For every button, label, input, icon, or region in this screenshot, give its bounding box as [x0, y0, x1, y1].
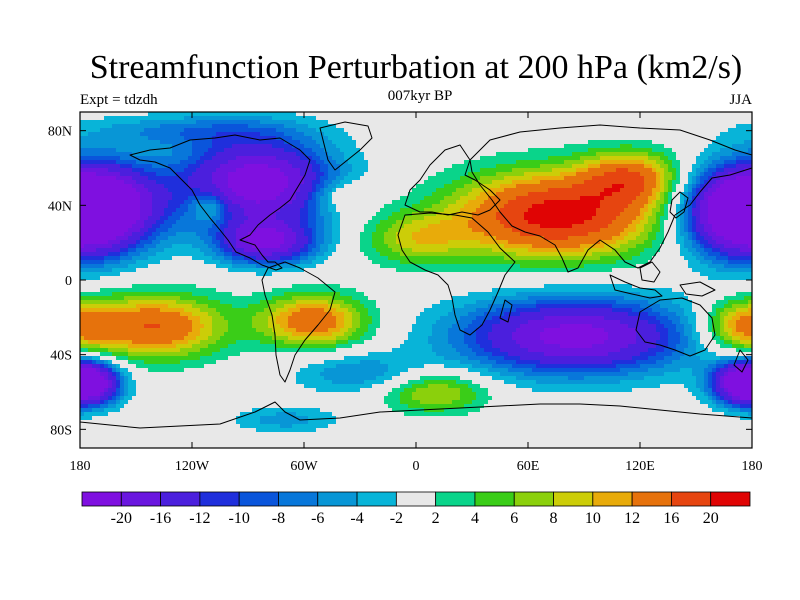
coastline-japan [669, 191, 689, 219]
colorbar-swatch [199, 491, 240, 507]
x-tick-label: 180 [70, 459, 91, 474]
colorbar-swatch [120, 491, 161, 507]
colorbar-swatch [474, 491, 515, 507]
colorbar-label: 2 [432, 510, 440, 527]
colorbar-swatch [631, 491, 672, 507]
colorbar-label: -16 [150, 510, 171, 527]
chart-title: Streamfunction Perturbation at 200 hPa (… [89, 49, 743, 86]
x-tick-label: 0 [413, 459, 420, 474]
coastline-africa [397, 212, 516, 336]
y-tick-label: 80N [48, 125, 72, 140]
colorbar-label: -10 [229, 510, 250, 527]
coastline-new-guinea [679, 281, 716, 297]
contour-field [80, 112, 752, 448]
y-tick-label: 40S [50, 349, 72, 364]
colorbar-swatch [356, 491, 397, 507]
coastline-australia [635, 297, 716, 357]
colorbar-label: -8 [272, 510, 285, 527]
colorbar-swatch [671, 491, 712, 507]
colorbar-label: 8 [550, 510, 558, 527]
colorbar-swatch [553, 491, 594, 507]
colorbar-swatch [513, 491, 554, 507]
coastline-antarctica [80, 401, 752, 429]
y-tick-label: 40N [48, 199, 72, 214]
colorbar-swatch [592, 491, 633, 507]
colorbar-swatch [160, 491, 201, 507]
x-tick-label: 120E [625, 459, 655, 474]
colorbar-label: 20 [703, 510, 719, 527]
colorbar-label: -2 [390, 510, 403, 527]
x-tick-label: 60E [517, 459, 540, 474]
x-tick-label: 120W [175, 459, 210, 474]
colorbar-swatch [238, 491, 279, 507]
coastline-indonesia [609, 274, 663, 299]
colorbar-swatch [317, 491, 358, 507]
colorbar-label: -4 [350, 510, 363, 527]
colorbar-label: 12 [624, 510, 640, 527]
colorbar-label: 10 [585, 510, 601, 527]
x-tick-label: 180 [742, 459, 763, 474]
coastlines [80, 121, 752, 429]
coastline-greenland [319, 121, 373, 171]
colorbar-label: 16 [663, 510, 679, 527]
y-tick-label: 80S [50, 423, 72, 438]
period-label: 007kyr BP [387, 88, 453, 104]
coastline-asia [469, 124, 752, 273]
coastline-new-zealand [733, 349, 749, 373]
colorbar: -20 -16 -12 -10 -8 -6 -4 -2 2 4 6 8 10 12 16 20 [81, 491, 751, 527]
coastline-south-america [261, 261, 336, 383]
colorbar-swatch [278, 491, 319, 507]
y-tick-label: 0 [65, 274, 72, 289]
colorbar-label: -6 [311, 510, 324, 527]
axis-ticks: 180 120W 60W 0 60E 120E 180 80N 40N 0 40S 80S [48, 112, 763, 474]
x-tick-label: 60W [290, 459, 318, 474]
colorbar-swatch [710, 491, 751, 507]
colorbar-swatch [81, 491, 122, 507]
coastline-madagascar [499, 299, 513, 323]
coastline-borneo [639, 261, 661, 283]
coastline-north-america [129, 134, 311, 271]
experiment-label: Expt = tdzdh [80, 92, 158, 108]
colorbar-label: -12 [189, 510, 210, 527]
colorbar-label: -20 [111, 510, 132, 527]
colorbar-label: 6 [510, 510, 518, 527]
colorbar-swatch [395, 491, 437, 507]
colorbar-label: 4 [471, 510, 479, 527]
season-label: JJA [729, 92, 752, 108]
colorbar-swatch [435, 491, 476, 507]
